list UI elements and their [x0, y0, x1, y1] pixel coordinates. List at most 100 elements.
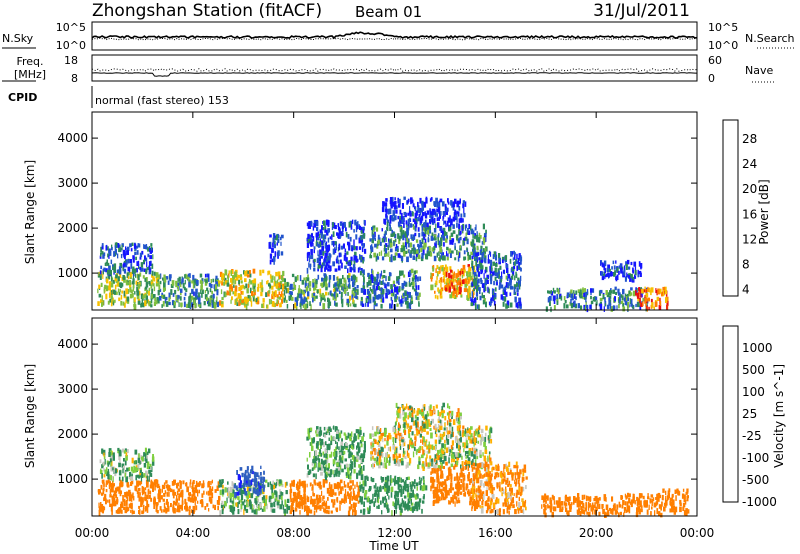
heatmap-cell: [221, 276, 224, 283]
heatmap-cell: [108, 285, 111, 291]
heatmap-cell: [456, 234, 458, 240]
heatmap-cell: [238, 482, 242, 488]
heatmap-cell: [459, 287, 462, 293]
heatmap-cell: [313, 268, 316, 272]
heatmap-cell: [465, 224, 467, 229]
heatmap-cell: [230, 278, 233, 283]
heatmap-cell: [339, 505, 341, 511]
heatmap-cell: [407, 429, 410, 434]
heatmap-cell: [456, 216, 458, 223]
heatmap-cell: [337, 279, 339, 285]
heatmap-cell: [251, 291, 254, 297]
heatmap-cell: [374, 460, 376, 464]
heatmap-cell: [495, 254, 498, 261]
heatmap-cell: [389, 248, 393, 253]
heatmap-cell: [350, 459, 352, 464]
heatmap-cell: [384, 495, 387, 500]
heatmap-cell: [420, 454, 424, 459]
heatmap-cell: [376, 273, 379, 279]
heatmap-cell: [359, 481, 361, 487]
heatmap-cell: [348, 221, 351, 228]
heatmap-cell: [474, 441, 477, 446]
heatmap-cell: [412, 203, 415, 208]
heatmap-cell: [408, 292, 411, 298]
heatmap-cell: [460, 436, 462, 443]
heatmap-cell: [360, 458, 363, 464]
heatmap-cell: [121, 290, 124, 294]
heatmap-cell: [632, 290, 636, 297]
heatmap-cell: [393, 452, 396, 456]
heatmap-cell: [307, 464, 309, 470]
heatmap-cell: [459, 277, 462, 283]
heatmap-cell: [152, 454, 154, 458]
heatmap-cell: [382, 297, 385, 303]
heatmap-cell: [267, 290, 270, 297]
heatmap-cell: [421, 223, 423, 228]
heatmap-cell: [570, 302, 574, 309]
heatmap-cell: [435, 280, 438, 285]
heatmap-cell: [118, 462, 121, 468]
heatmap-cell: [388, 251, 390, 257]
heatmap-cell: [153, 479, 157, 484]
heatmap-cell: [372, 463, 375, 468]
heatmap-cell: [349, 220, 353, 225]
heatmap-cell: [362, 285, 366, 290]
nave-tick-bottom: 0: [708, 72, 715, 85]
heatmap-cell: [460, 213, 463, 218]
heatmap-cell: [286, 481, 288, 486]
heatmap-cell: [406, 291, 408, 297]
heatmap-cell: [467, 457, 471, 463]
heatmap-cell: [138, 453, 140, 458]
heatmap-cell: [362, 509, 366, 515]
heatmap-cell: [314, 463, 316, 468]
heatmap-cell: [248, 270, 251, 274]
heatmap-cell: [347, 268, 349, 274]
heatmap-cell: [376, 243, 379, 249]
heatmap-cell: [433, 234, 437, 239]
heatmap-cell: [404, 430, 407, 436]
heatmap-cell: [136, 245, 139, 249]
heatmap-cell: [475, 291, 479, 297]
heatmap-cell: [144, 257, 148, 262]
heatmap-cell: [370, 451, 372, 455]
heatmap-cell: [231, 296, 233, 301]
heatmap-cell: [459, 285, 461, 292]
heatmap-cell: [462, 240, 465, 246]
heatmap-cell: [326, 467, 330, 471]
heatmap-cell: [409, 212, 412, 217]
heatmap-cell: [314, 278, 316, 284]
heatmap-cell: [417, 216, 420, 222]
heatmap-cell: [347, 278, 351, 283]
heatmap-cell: [383, 248, 386, 252]
heatmap-cell: [372, 455, 374, 460]
heatmap-cell: [349, 435, 351, 440]
heatmap-cell: [241, 501, 245, 506]
heatmap-cell: [262, 495, 266, 500]
heatmap-cell: [360, 484, 363, 489]
heatmap-cell: [274, 276, 276, 283]
heatmap-cell: [608, 295, 612, 299]
heatmap-cell: [309, 240, 312, 246]
heatmap-cell: [155, 505, 158, 510]
heatmap-cell: [143, 244, 146, 249]
heatmap-cell: [421, 485, 425, 492]
heatmap-cell: [145, 281, 149, 288]
heatmap-cell: [455, 452, 458, 457]
heatmap-cell: [106, 471, 110, 475]
beam-label: Beam 01: [355, 3, 422, 21]
heatmap-cell: [327, 237, 330, 243]
heatmap-cell: [349, 473, 352, 480]
heatmap-cell: [354, 288, 357, 293]
heatmap-cell: [124, 460, 127, 466]
heatmap-cell: [439, 295, 443, 299]
heatmap-cell: [172, 293, 175, 297]
heatmap-cell: [206, 297, 209, 302]
heatmap-cell: [446, 434, 450, 439]
heatmap-cell: [630, 273, 633, 279]
heatmap-cell: [422, 449, 425, 453]
heatmap-cell: [303, 490, 306, 495]
heatmap-cell: [266, 503, 268, 510]
heatmap-cell: [333, 291, 337, 298]
heatmap-cell: [384, 482, 387, 488]
heatmap-cell: [152, 283, 155, 287]
